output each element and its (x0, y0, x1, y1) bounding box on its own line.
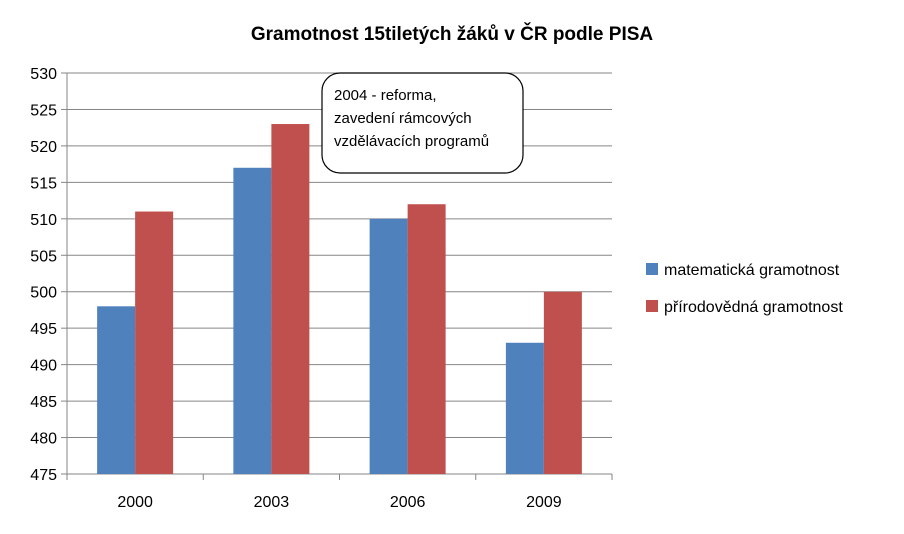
legend-label: matematická gramotnost (664, 262, 840, 279)
y-tick-label: 510 (30, 212, 57, 229)
bar (271, 124, 310, 474)
bar (505, 342, 544, 474)
x-tick-labels: 2000 2003 2006 2009 (117, 494, 561, 511)
y-tick-label: 500 (30, 285, 57, 302)
x-tick-label: 2000 (117, 494, 153, 511)
bar (135, 211, 174, 474)
legend-swatch (646, 263, 658, 275)
y-tick-labels: 475 480 485 490 495 500 505 510 515 520 525 530 (30, 66, 57, 484)
annotation-callout: 2004 - reforma, zavedení rámcových vzděl… (321, 72, 524, 174)
y-tick-label: 515 (30, 175, 57, 192)
y-tick-label: 520 (30, 139, 57, 156)
y-tick-label: 480 (30, 431, 57, 448)
y-tick-label: 525 (30, 102, 57, 119)
chart-title: Gramotnost 15tiletých žáků v ČR podle PI… (251, 23, 654, 45)
bar (543, 291, 582, 474)
annotation-line: zavedení rámcových (334, 110, 472, 127)
x-tick-label: 2006 (390, 494, 426, 511)
x-tick-label: 2003 (254, 494, 290, 511)
bar (369, 218, 408, 474)
annotation-line: 2004 - reforma, (334, 87, 437, 104)
y-tick-label: 475 (30, 467, 57, 484)
bars (97, 124, 582, 475)
x-tick-label: 2009 (526, 494, 562, 511)
y-tick-label: 530 (30, 66, 57, 83)
annotation-box (321, 72, 524, 174)
legend-label: přírodovědná gramotnost (664, 299, 843, 316)
bar (233, 167, 272, 475)
y-tick-label: 505 (30, 248, 57, 265)
bar (97, 306, 136, 474)
legend-swatch (646, 300, 658, 312)
y-tick-label: 495 (30, 321, 57, 338)
bar (407, 204, 446, 474)
annotation-line: vzdělávacích programů (334, 133, 489, 150)
y-tick-label: 485 (30, 394, 57, 411)
y-tick-label: 490 (30, 358, 57, 375)
legend: matematická gramotnost přírodovědná gramo… (646, 262, 843, 316)
